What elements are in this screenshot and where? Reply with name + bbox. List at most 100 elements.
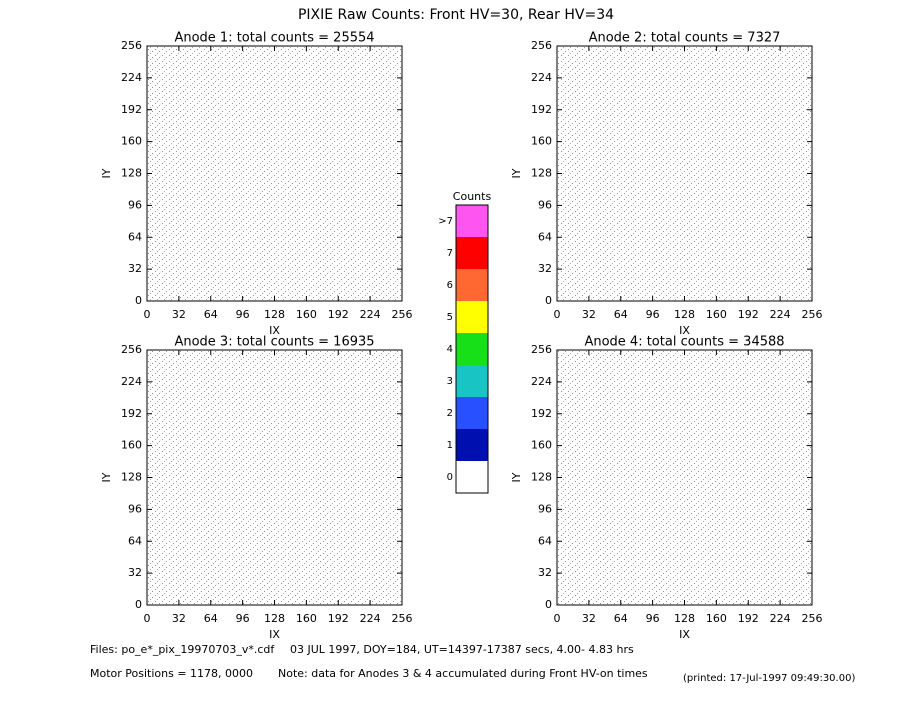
x-tick-label: 128 <box>674 308 695 321</box>
panel-title: Anode 1: total counts = 25554 <box>174 31 374 46</box>
x-tick-label: 256 <box>802 308 823 321</box>
x-axis-label: IX <box>269 628 280 641</box>
y-axis-label: IY <box>510 472 523 482</box>
footer-printed: (printed: 17-Jul-1997 09:49:30.00) <box>683 673 855 684</box>
colorbar-cell <box>456 237 488 269</box>
plot-texture <box>147 350 402 605</box>
y-tick-label: 32 <box>128 566 142 579</box>
colorbar-cell <box>456 397 488 429</box>
x-tick-label: 32 <box>172 612 186 625</box>
main-title: PIXIE Raw Counts: Front HV=30, Rear HV=3… <box>298 7 614 23</box>
footer-dates: 03 JUL 1997, DOY=184, UT=14397-17387 sec… <box>290 643 634 656</box>
x-tick-label: 256 <box>392 308 413 321</box>
colorbar-label: 0 <box>447 472 453 483</box>
y-tick-label: 192 <box>121 407 142 420</box>
y-tick-label: 160 <box>531 439 552 452</box>
footer-files: Files: po_e*_pix_19970703_v*.cdf <box>90 643 275 656</box>
colorbar-cell <box>456 429 488 461</box>
x-tick-label: 224 <box>770 612 791 625</box>
y-tick-label: 128 <box>531 471 552 484</box>
y-tick-label: 0 <box>135 598 142 611</box>
x-tick-label: 96 <box>646 612 660 625</box>
y-tick-label: 96 <box>128 502 142 515</box>
y-tick-label: 64 <box>128 534 142 547</box>
x-tick-label: 128 <box>264 612 285 625</box>
y-tick-label: 128 <box>121 167 142 180</box>
colorbar-cell <box>456 365 488 397</box>
colorbar-cell <box>456 461 488 493</box>
colorbar-cell <box>456 301 488 333</box>
x-tick-label: 224 <box>770 308 791 321</box>
x-tick-label: 96 <box>236 612 250 625</box>
colorbar-title: Counts <box>453 190 492 203</box>
y-axis-label: IY <box>100 168 113 178</box>
y-tick-label: 128 <box>531 167 552 180</box>
x-tick-label: 224 <box>360 612 381 625</box>
x-tick-label: 128 <box>264 308 285 321</box>
y-tick-label: 96 <box>538 502 552 515</box>
y-tick-label: 0 <box>135 294 142 307</box>
y-tick-label: 256 <box>121 343 142 356</box>
y-tick-label: 256 <box>531 39 552 52</box>
x-tick-label: 256 <box>392 612 413 625</box>
x-tick-label: 32 <box>582 308 596 321</box>
colorbar-cell <box>456 269 488 301</box>
panel-title: Anode 2: total counts = 7327 <box>589 31 781 46</box>
x-tick-label: 0 <box>144 308 151 321</box>
y-tick-label: 192 <box>531 407 552 420</box>
x-tick-label: 160 <box>296 612 317 625</box>
y-tick-label: 64 <box>128 230 142 243</box>
x-tick-label: 64 <box>614 612 628 625</box>
x-tick-label: 160 <box>706 612 727 625</box>
y-tick-label: 32 <box>538 566 552 579</box>
y-tick-label: 224 <box>121 71 142 84</box>
y-tick-label: 192 <box>531 103 552 116</box>
y-tick-label: 224 <box>121 375 142 388</box>
x-tick-label: 192 <box>328 612 349 625</box>
y-axis-label: IY <box>510 168 523 178</box>
x-tick-label: 0 <box>554 308 561 321</box>
y-tick-label: 192 <box>121 103 142 116</box>
colorbar-label: >7 <box>438 216 453 227</box>
x-tick-label: 192 <box>738 612 759 625</box>
x-tick-label: 96 <box>236 308 250 321</box>
colorbar-label: 6 <box>447 280 453 291</box>
y-tick-label: 160 <box>531 135 552 148</box>
colorbar-label: 2 <box>447 408 453 419</box>
colorbar-label: 1 <box>447 440 453 451</box>
x-tick-label: 160 <box>296 308 317 321</box>
panel-title: Anode 3: total counts = 16935 <box>174 335 374 350</box>
y-tick-label: 160 <box>121 439 142 452</box>
x-tick-label: 256 <box>802 612 823 625</box>
colorbar-cell <box>456 333 488 365</box>
colorbar-label: 7 <box>447 248 453 259</box>
x-tick-label: 160 <box>706 308 727 321</box>
footer-note: Note: data for Anodes 3 & 4 accumulated … <box>278 667 648 680</box>
y-tick-label: 256 <box>531 343 552 356</box>
y-tick-label: 0 <box>545 294 552 307</box>
y-tick-label: 128 <box>121 471 142 484</box>
x-tick-label: 32 <box>582 612 596 625</box>
plot-texture <box>557 350 812 605</box>
panel-title: Anode 4: total counts = 34588 <box>584 335 784 350</box>
plot-texture <box>557 46 812 301</box>
colorbar-label: 4 <box>447 344 453 355</box>
footer-motor: Motor Positions = 1178, 0000 <box>90 667 253 680</box>
y-tick-label: 0 <box>545 598 552 611</box>
x-axis-label: IX <box>679 628 690 641</box>
y-tick-label: 256 <box>121 39 142 52</box>
x-tick-label: 192 <box>738 308 759 321</box>
x-tick-label: 0 <box>554 612 561 625</box>
x-tick-label: 192 <box>328 308 349 321</box>
x-tick-label: 128 <box>674 612 695 625</box>
colorbar-label: 3 <box>447 376 453 387</box>
x-tick-label: 224 <box>360 308 381 321</box>
x-tick-label: 32 <box>172 308 186 321</box>
x-axis-label: IX <box>269 324 280 337</box>
x-axis-label: IX <box>679 324 690 337</box>
x-tick-label: 64 <box>614 308 628 321</box>
colorbar-label: 5 <box>447 312 453 323</box>
y-tick-label: 64 <box>538 230 552 243</box>
y-tick-label: 32 <box>128 262 142 275</box>
